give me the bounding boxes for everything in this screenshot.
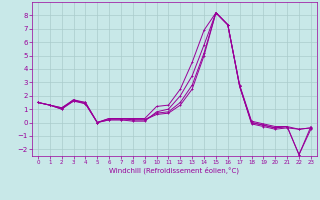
X-axis label: Windchill (Refroidissement éolien,°C): Windchill (Refroidissement éolien,°C)	[109, 167, 239, 174]
